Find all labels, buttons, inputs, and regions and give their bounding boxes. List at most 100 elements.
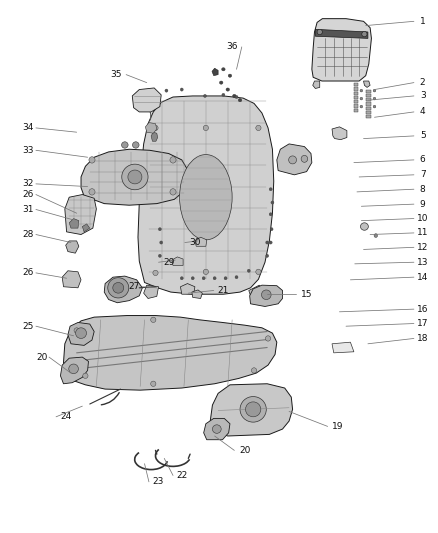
- Ellipse shape: [224, 277, 227, 280]
- Bar: [354, 83, 358, 86]
- Ellipse shape: [235, 276, 238, 279]
- Ellipse shape: [360, 106, 363, 108]
- Ellipse shape: [113, 282, 124, 293]
- Ellipse shape: [213, 277, 216, 280]
- Polygon shape: [104, 276, 142, 303]
- Polygon shape: [81, 149, 187, 205]
- Text: 15: 15: [301, 290, 312, 298]
- Bar: [366, 107, 371, 110]
- Text: 17: 17: [417, 319, 428, 328]
- Ellipse shape: [159, 254, 162, 257]
- Ellipse shape: [235, 95, 238, 99]
- Polygon shape: [145, 123, 157, 133]
- Text: 10: 10: [417, 214, 428, 223]
- Text: 21: 21: [218, 286, 229, 295]
- Ellipse shape: [362, 31, 367, 37]
- Text: 6: 6: [420, 156, 426, 164]
- Text: 2: 2: [420, 78, 425, 87]
- Text: 30: 30: [189, 238, 201, 247]
- Polygon shape: [204, 418, 230, 440]
- Text: 25: 25: [22, 322, 33, 330]
- Polygon shape: [82, 224, 90, 232]
- Ellipse shape: [219, 81, 223, 84]
- Bar: [354, 104, 358, 108]
- Bar: [354, 109, 358, 112]
- Polygon shape: [250, 285, 283, 306]
- Polygon shape: [180, 284, 195, 294]
- Text: 9: 9: [420, 200, 426, 208]
- Ellipse shape: [128, 170, 142, 184]
- Ellipse shape: [76, 328, 86, 338]
- Text: 36: 36: [226, 43, 238, 51]
- Text: 26: 26: [22, 190, 33, 199]
- Text: 23: 23: [152, 478, 163, 486]
- Text: 31: 31: [22, 205, 33, 214]
- Ellipse shape: [261, 290, 271, 300]
- Text: 34: 34: [22, 124, 33, 132]
- Polygon shape: [65, 195, 96, 235]
- Text: 35: 35: [110, 70, 122, 79]
- Text: 18: 18: [417, 334, 428, 343]
- Polygon shape: [312, 19, 371, 81]
- Text: 22: 22: [176, 471, 187, 480]
- Ellipse shape: [165, 89, 168, 92]
- Ellipse shape: [360, 90, 363, 92]
- Polygon shape: [60, 357, 88, 384]
- Polygon shape: [62, 271, 81, 288]
- Ellipse shape: [301, 156, 307, 162]
- Bar: [366, 111, 371, 114]
- Ellipse shape: [191, 277, 194, 280]
- Ellipse shape: [108, 278, 129, 298]
- Ellipse shape: [269, 241, 272, 244]
- Text: 26: 26: [22, 269, 33, 277]
- Bar: [366, 102, 371, 106]
- Ellipse shape: [271, 201, 274, 204]
- Polygon shape: [144, 285, 159, 298]
- Ellipse shape: [226, 88, 230, 91]
- Ellipse shape: [222, 68, 225, 71]
- Text: 27: 27: [128, 282, 139, 291]
- Ellipse shape: [89, 189, 95, 195]
- Ellipse shape: [373, 98, 376, 100]
- Ellipse shape: [212, 425, 221, 433]
- Ellipse shape: [132, 142, 139, 148]
- Bar: [366, 94, 371, 97]
- Ellipse shape: [269, 213, 272, 216]
- Ellipse shape: [151, 317, 156, 322]
- Text: 3: 3: [420, 92, 426, 100]
- Text: 32: 32: [22, 180, 33, 188]
- Text: 24: 24: [60, 413, 71, 421]
- Ellipse shape: [180, 88, 183, 91]
- Ellipse shape: [121, 142, 128, 148]
- Text: 1: 1: [420, 17, 426, 26]
- Ellipse shape: [83, 373, 88, 378]
- Polygon shape: [68, 322, 94, 345]
- Bar: [366, 90, 371, 93]
- Ellipse shape: [203, 94, 207, 98]
- Ellipse shape: [170, 189, 176, 195]
- Text: 7: 7: [420, 171, 426, 179]
- Ellipse shape: [256, 125, 261, 131]
- Polygon shape: [277, 144, 312, 175]
- Polygon shape: [249, 285, 262, 298]
- Ellipse shape: [265, 254, 269, 257]
- Ellipse shape: [222, 93, 225, 96]
- Ellipse shape: [289, 156, 297, 164]
- Ellipse shape: [151, 381, 156, 386]
- Ellipse shape: [69, 364, 78, 374]
- Polygon shape: [192, 290, 202, 298]
- Text: 16: 16: [417, 305, 428, 313]
- Bar: [366, 115, 371, 118]
- Ellipse shape: [247, 269, 251, 272]
- Text: 28: 28: [22, 230, 33, 239]
- Ellipse shape: [245, 402, 261, 417]
- Text: 5: 5: [420, 132, 426, 140]
- Text: 20: 20: [36, 353, 47, 361]
- Bar: [354, 87, 358, 91]
- Ellipse shape: [270, 228, 273, 231]
- Ellipse shape: [251, 368, 257, 373]
- Polygon shape: [132, 88, 161, 112]
- Ellipse shape: [265, 241, 269, 244]
- Ellipse shape: [233, 94, 236, 98]
- Polygon shape: [195, 237, 207, 246]
